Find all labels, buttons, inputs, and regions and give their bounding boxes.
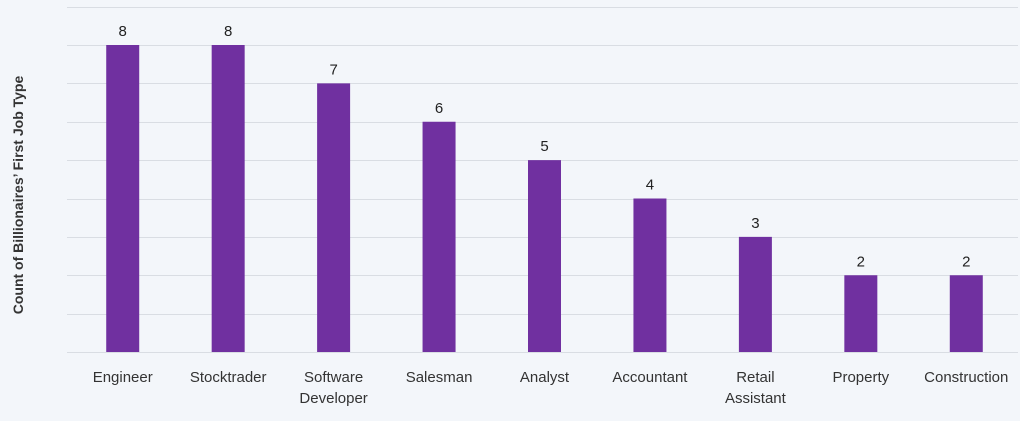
x-tick-label: Analyst (520, 369, 570, 386)
bar (844, 275, 878, 352)
x-tick-label: Construction (924, 369, 1008, 386)
x-tick-label: Retail Assistant (725, 369, 787, 407)
bar (949, 275, 983, 352)
x-tick-label: Engineer (93, 369, 153, 386)
bar (211, 45, 245, 352)
data-label: 2 (962, 253, 970, 270)
bar (106, 45, 140, 352)
x-tick-label: Stocktrader (190, 369, 267, 386)
data-label: 7 (329, 61, 337, 78)
data-labels: 8 8 7 6 5 4 3 2 2 (119, 23, 971, 270)
bar (528, 160, 561, 352)
data-label: 8 (119, 23, 127, 40)
data-label: 2 (857, 253, 865, 270)
data-label: 6 (435, 100, 443, 117)
x-tick-label: Property (832, 369, 889, 386)
bar (317, 83, 351, 352)
x-tick-label: Software Developer (299, 369, 367, 407)
y-axis-title: Count of Billionaires’ First Job Type (10, 76, 26, 315)
x-tick-label: Salesman (406, 369, 473, 386)
bar (633, 198, 667, 352)
data-label: 8 (224, 23, 232, 40)
data-label: 5 (540, 138, 548, 155)
bars (106, 45, 983, 352)
data-label: 3 (751, 215, 759, 232)
x-tick-labels: Engineer Stocktrader Software Developer Sale… (93, 369, 1009, 407)
bar (422, 121, 456, 352)
data-label: 4 (646, 177, 654, 194)
x-tick-label: Accountant (612, 369, 688, 386)
bar (738, 236, 772, 352)
